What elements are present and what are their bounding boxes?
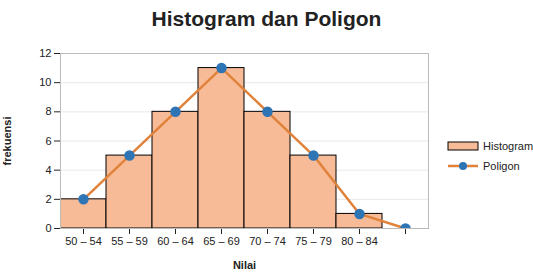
- svg-text:50 – 54: 50 – 54: [65, 235, 102, 247]
- html-text:Histogram dan Poligon: Histogram dan Poligon: [151, 7, 382, 30]
- html-text:Histogram: Histogram: [483, 140, 533, 152]
- svg-text:55 – 59: 55 – 59: [111, 235, 148, 247]
- svg-text:80 – 84: 80 – 84: [341, 235, 378, 247]
- svg-text:4: 4: [45, 164, 51, 176]
- svg-text:0: 0: [45, 222, 51, 234]
- svg-text:6: 6: [45, 135, 51, 147]
- svg-text:Nilai: Nilai: [233, 259, 256, 271]
- svg-text:12: 12: [39, 47, 51, 59]
- svg-text:10: 10: [39, 76, 51, 88]
- svg-text:65 – 69: 65 – 69: [203, 235, 240, 247]
- svg-text:frekuensi: frekuensi: [1, 117, 13, 166]
- svg-text:60 – 64: 60 – 64: [157, 235, 194, 247]
- html-text:Poligon: Poligon: [483, 160, 520, 172]
- svg-text:8: 8: [45, 105, 51, 117]
- svg-text:2: 2: [45, 193, 51, 205]
- svg-text:70 – 74: 70 – 74: [249, 235, 286, 247]
- svg-text:75 – 79: 75 – 79: [295, 235, 332, 247]
